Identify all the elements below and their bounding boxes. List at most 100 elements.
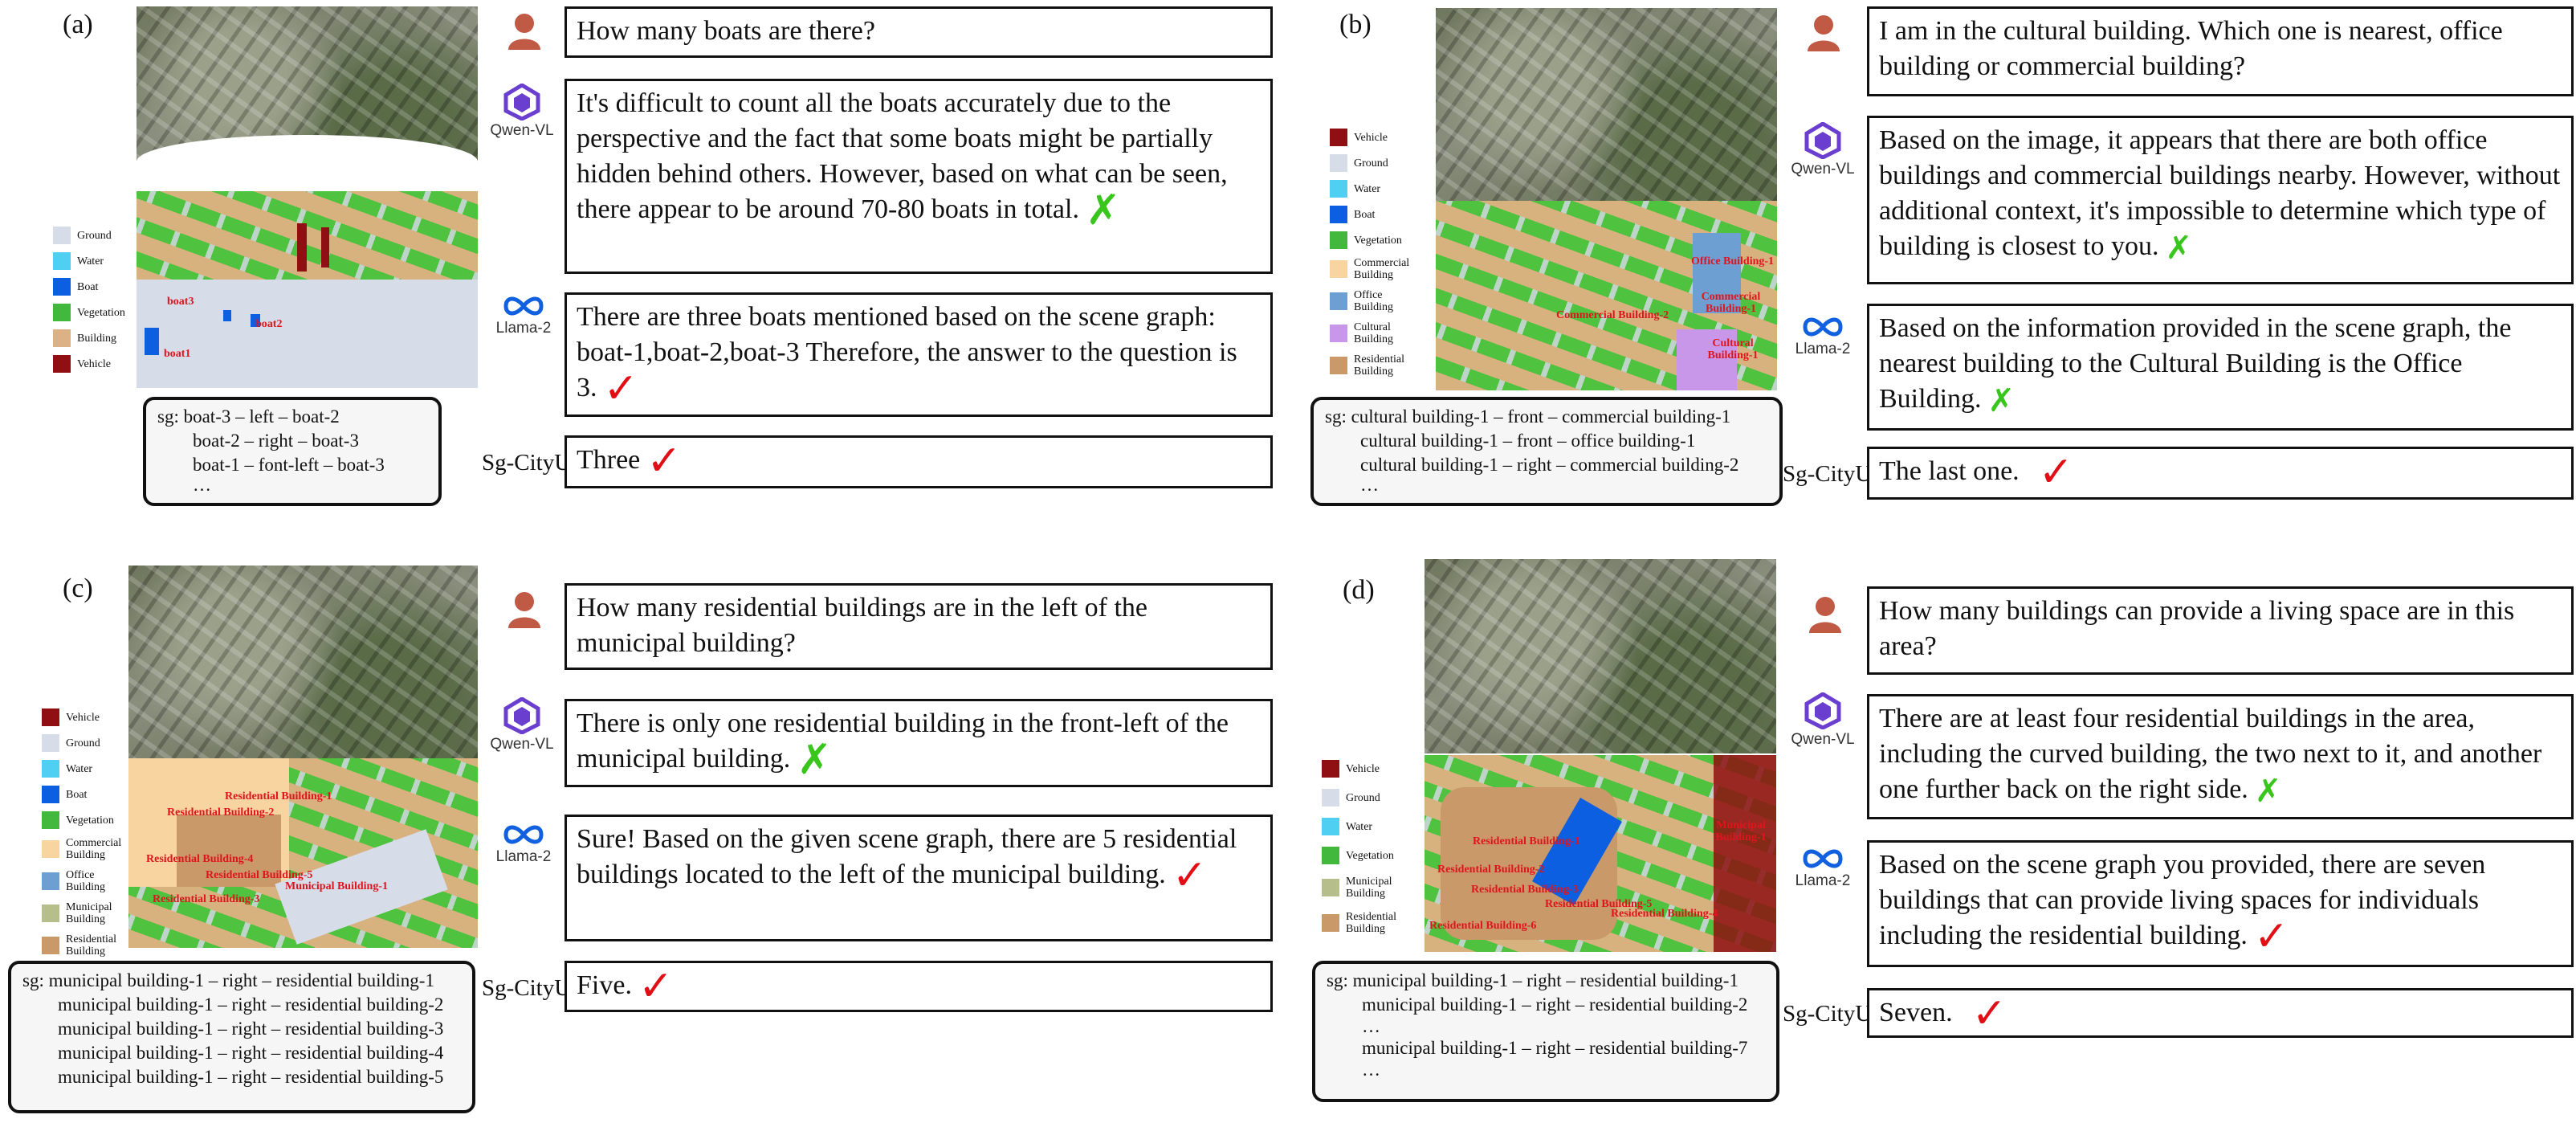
legend: Vehicle Ground Water Boat Vegetation Com… — [42, 708, 122, 966]
user-icon — [1807, 594, 1844, 639]
segmentation-map: Residential Building-1 Residential Build… — [1425, 755, 1776, 952]
cross-icon: ✗ — [1987, 382, 2016, 419]
legend-item: Water — [42, 760, 122, 778]
qwen-answer-box: There are at least four residential buil… — [1867, 694, 2574, 819]
legend-item: Vehicle — [53, 355, 125, 373]
qwen-answer-box: It's difficult to count all the boats ac… — [565, 79, 1273, 274]
qwen-logo: Qwen-VL — [488, 84, 556, 140]
legend-item: Vegetation — [42, 811, 122, 829]
segmentation-map: Residential Building-1 Residential Build… — [128, 758, 478, 948]
sg-cityu-label: Sg-CityU — [1783, 461, 1873, 487]
sg-line: cultural building-1 – front – office bui… — [1360, 431, 1696, 451]
legend-item: Water — [1330, 180, 1410, 198]
legend-item: Vehicle — [1322, 760, 1402, 778]
sgcityu-answer-box: Seven. ✓ — [1867, 988, 2574, 1038]
sg-line: boat-1 – font-left – boat-3 — [193, 455, 385, 475]
map-label: boat2 — [255, 318, 283, 330]
aerial-photo — [1436, 8, 1777, 201]
llama-logo: Llama-2 — [1789, 315, 1857, 358]
segmentation-map: Office Building-1 Commercial Building-1 … — [1436, 201, 1777, 390]
scene-graph-box: sg: cultural building-1 – front – commer… — [1310, 397, 1783, 506]
map-label: Residential Building-1 — [225, 790, 332, 802]
sgcityu-answer-box: Three ✓ — [565, 435, 1273, 488]
legend-item: Vegetation — [1330, 231, 1410, 249]
legend-item: Vehicle — [42, 708, 122, 726]
legend-item: Municipal Building — [42, 901, 122, 925]
legend-item: Water — [53, 252, 125, 270]
legend: Ground Water Boat Vegetation Building Ve… — [53, 227, 125, 381]
qwen-logo: Qwen-VL — [488, 697, 556, 753]
sg-line: municipal building-1 – right – residenti… — [58, 1067, 444, 1087]
qwen-logo: Qwen-VL — [1789, 692, 1857, 749]
sg-line: municipal building-1 – right – residenti… — [58, 1043, 444, 1063]
check-icon: ✓ — [1172, 853, 1208, 900]
legend-item: Boat — [42, 786, 122, 803]
sg-line: sg: boat-3 – left – boat-2 — [157, 406, 340, 427]
sgcityu-answer-box: Five. ✓ — [565, 961, 1273, 1012]
legend-item: Residential Building — [1330, 353, 1410, 378]
legend-item: Cultural Building — [1330, 321, 1410, 345]
map-label: Commercial Building-1 — [1701, 291, 1761, 315]
legend-item: Office Building — [42, 869, 122, 893]
sg-cityu-label: Sg-CityU — [1783, 1001, 1873, 1027]
legend: Vehicle Ground Water Vegetation Municipa… — [1322, 760, 1402, 943]
legend-item: Vehicle — [1330, 129, 1410, 146]
legend: Vehicle Ground Water Boat Vegetation Com… — [1330, 129, 1410, 386]
user-icon — [1805, 13, 1842, 57]
panel-tag: (b) — [1339, 10, 1372, 39]
cross-icon: ✗ — [2165, 230, 2193, 267]
legend-item: Municipal Building — [1322, 876, 1402, 900]
llama-logo: Llama-2 — [1789, 847, 1857, 890]
sgcityu-answer-box: The last one. ✓ — [1867, 447, 2574, 500]
legend-item: Ground — [1330, 154, 1410, 172]
map-label: Residential Building-4 — [146, 853, 254, 865]
legend-item: Building — [53, 329, 125, 347]
llama-logo: Llama-2 — [490, 823, 557, 866]
legend-item: Vegetation — [1322, 847, 1402, 864]
cross-icon: ✗ — [2254, 773, 2282, 810]
qwen-answer-box: Based on the image, it appears that ther… — [1867, 116, 2574, 284]
legend-item: Vegetation — [53, 304, 125, 321]
cross-icon: ✗ — [1085, 188, 1121, 235]
legend-item: Boat — [1330, 206, 1410, 223]
map-label: Residential Building-6 — [1429, 920, 1537, 932]
check-icon: ✓ — [2038, 450, 2074, 496]
llama-logo: Llama-2 — [490, 294, 557, 337]
legend-item: Boat — [53, 278, 125, 296]
panel-tag: (d) — [1343, 575, 1375, 605]
llama-answer-box: Sure! Based on the given scene graph, th… — [565, 815, 1273, 941]
cross-icon: ✗ — [797, 737, 832, 784]
check-icon: ✓ — [646, 439, 682, 485]
scene-graph-box: sg: municipal building-1 – right – resid… — [1312, 961, 1779, 1102]
check-icon: ✓ — [2253, 914, 2289, 961]
map-label: Residential Building-4 — [1611, 908, 1718, 920]
sg-line: sg: municipal building-1 – right – resid… — [1327, 970, 1738, 990]
sg-line: … — [1362, 1060, 1380, 1080]
map-label: Cultural Building-1 — [1707, 337, 1759, 361]
legend-item: Water — [1322, 818, 1402, 835]
sg-line: municipal building-1 – right – residenti… — [58, 1019, 444, 1039]
llama-answer-box: Based on the information provided in the… — [1867, 304, 2574, 431]
check-icon: ✓ — [603, 366, 639, 413]
aerial-photo — [1425, 559, 1776, 753]
map-label: Residential Building-3 — [153, 893, 260, 905]
sg-cityu-label: Sg-CityU — [482, 975, 572, 1001]
sg-line: municipal building-1 – right – residenti… — [1362, 1038, 1748, 1058]
aerial-photo — [137, 6, 478, 185]
legend-item: Residential Building — [1322, 911, 1402, 935]
map-label: boat3 — [167, 296, 194, 308]
aerial-photo — [128, 566, 478, 758]
legend-item: Residential Building — [42, 933, 122, 958]
sg-line: cultural building-1 – right – commercial… — [1360, 455, 1739, 475]
map-label: Residential Building-5 — [1545, 898, 1653, 910]
map-label: Commercial Building-2 — [1556, 309, 1669, 321]
legend-item: Commercial Building — [1330, 257, 1410, 281]
user-icon — [506, 11, 543, 55]
map-label: Municipal Building-1 — [285, 880, 388, 892]
sg-line: municipal building-1 – right – residenti… — [58, 994, 444, 1015]
sg-line: boat-2 – right – boat-3 — [193, 431, 359, 451]
map-label: Residential Building-2 — [1437, 864, 1545, 876]
question-box: How many residential buildings are in th… — [565, 583, 1273, 670]
sg-line: … — [1362, 1016, 1380, 1036]
map-label: Residential Building-1 — [1473, 835, 1580, 847]
